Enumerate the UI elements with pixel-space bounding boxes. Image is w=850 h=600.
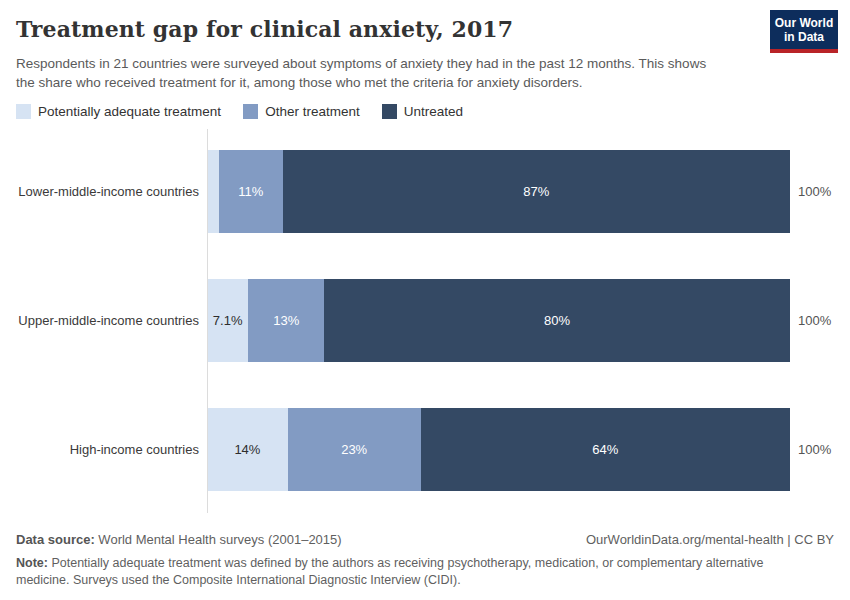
owid-logo[interactable]: Our World in Data xyxy=(770,10,838,53)
legend-swatch-untreated-icon xyxy=(382,104,397,119)
bar-segment-other-treatment[interactable]: 13% xyxy=(248,279,324,362)
legend-swatch-other-icon xyxy=(243,104,258,119)
stacked-bar-chart: Lower-middle-income countries 11% 87% 10… xyxy=(16,129,834,513)
bar-segment-untreated[interactable]: 80% xyxy=(324,279,790,362)
footer: Data source: World Mental Health surveys… xyxy=(16,532,834,589)
legend-item-adequate-treatment[interactable]: Potentially adequate treatment xyxy=(16,104,221,119)
bar-segment-other-treatment[interactable]: 11% xyxy=(219,150,283,233)
category-label: High-income countries xyxy=(16,442,207,457)
bar-row-upper-middle-income: Upper-middle-income countries 7.1% 13% 8… xyxy=(16,279,834,362)
bar-segment-adequate-treatment[interactable]: 7.1% xyxy=(207,279,248,362)
legend-label: Other treatment xyxy=(265,104,360,119)
bar-row-high-income: High-income countries 14% 23% 64% 100% xyxy=(16,408,834,491)
bar-segment-untreated[interactable]: 64% xyxy=(421,408,790,491)
bar-segment-untreated[interactable]: 87% xyxy=(283,150,790,233)
bar-segment-other-treatment[interactable]: 23% xyxy=(288,408,421,491)
y-axis-line xyxy=(207,129,208,513)
legend-item-untreated[interactable]: Untreated xyxy=(382,104,463,119)
legend-label: Potentially adequate treatment xyxy=(38,104,221,119)
data-source-label: Data source: xyxy=(16,532,95,547)
bar-track: 11% 87% xyxy=(207,150,790,233)
legend: Potentially adequate treatment Other tre… xyxy=(16,104,834,119)
total-label: 100% xyxy=(798,442,831,457)
bar-track: 7.1% 13% 80% xyxy=(207,279,790,362)
total-label: 100% xyxy=(798,184,831,199)
bar-segment-adequate-treatment[interactable] xyxy=(207,150,219,233)
note-label: Note: xyxy=(16,556,48,570)
note-line: Note: Potentially adequate treatment was… xyxy=(16,555,804,589)
owid-logo-text-line1: Our World xyxy=(774,16,834,30)
legend-label: Untreated xyxy=(404,104,463,119)
legend-item-other-treatment[interactable]: Other treatment xyxy=(243,104,360,119)
data-source-line: Data source: World Mental Health surveys… xyxy=(16,532,342,547)
page-title: Treatment gap for clinical anxiety, 2017 xyxy=(16,14,834,44)
license-link[interactable]: OurWorldinData.org/mental-health | CC BY xyxy=(586,532,834,547)
page: Treatment gap for clinical anxiety, 2017… xyxy=(0,0,850,600)
legend-swatch-adequate-icon xyxy=(16,104,31,119)
bar-track: 14% 23% 64% xyxy=(207,408,790,491)
total-label: 100% xyxy=(798,313,831,328)
bar-segment-adequate-treatment[interactable]: 14% xyxy=(207,408,288,491)
category-label: Lower-middle-income countries xyxy=(16,184,207,199)
category-label: Upper-middle-income countries xyxy=(16,313,207,328)
chart-subtitle: Respondents in 21 countries were surveye… xyxy=(16,54,716,92)
note-text: Potentially adequate treatment was defin… xyxy=(16,556,763,587)
owid-logo-text-line2: in Data xyxy=(774,30,834,44)
bar-row-lower-middle-income: Lower-middle-income countries 11% 87% 10… xyxy=(16,150,834,233)
data-source-text: World Mental Health surveys (2001–2015) xyxy=(95,532,342,547)
